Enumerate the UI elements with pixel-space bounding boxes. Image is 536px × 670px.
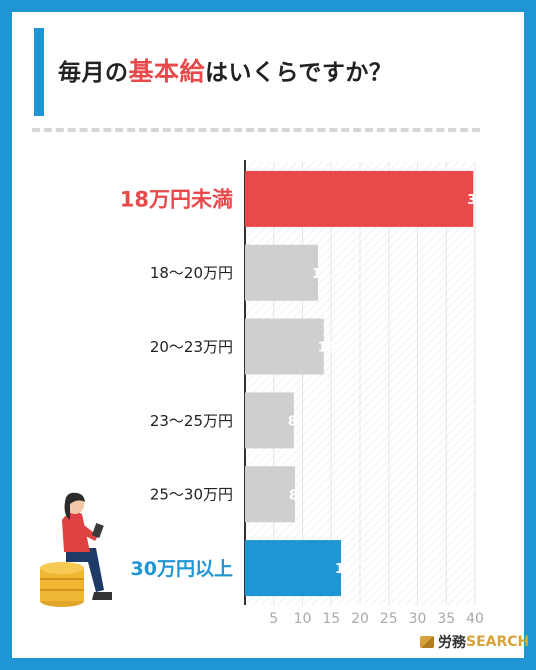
brand-logo: 労務 SEARCH xyxy=(420,632,529,652)
value-label: 16.7% xyxy=(335,562,377,577)
x-tick-label: 35 xyxy=(437,611,455,627)
logo-text-2: SEARCH xyxy=(466,634,530,650)
logo-mark-icon xyxy=(420,636,434,648)
bar xyxy=(245,244,319,301)
title-prefix: 毎月の xyxy=(58,60,129,86)
bar xyxy=(245,466,296,523)
bar xyxy=(245,540,342,597)
value-label: 39.7% xyxy=(467,193,509,208)
bar xyxy=(245,392,294,449)
x-tick-label: 15 xyxy=(322,611,340,627)
chart-x-ticks: 5 10 15 20 25 30 35 40 xyxy=(269,611,484,627)
value-label: 12.7% xyxy=(312,267,354,282)
bar xyxy=(245,318,324,375)
chart-bars: 18万円未満 39.7% 18〜20万円 12.7% 20〜23万円 13.7% 23〜25… xyxy=(120,170,509,597)
title-divider xyxy=(32,128,480,132)
category-label: 18〜20万円 xyxy=(150,264,233,282)
value-label: 8.7% xyxy=(289,488,322,503)
x-tick-label: 40 xyxy=(466,611,484,627)
value-label: 8.5% xyxy=(288,414,321,429)
category-label: 30万円以上 xyxy=(131,558,233,580)
category-label: 20〜23万円 xyxy=(150,338,233,356)
x-tick-label: 10 xyxy=(294,611,312,627)
x-tick-label: 20 xyxy=(351,611,369,627)
title-suffix: はいくらですか？ xyxy=(205,60,393,86)
bar xyxy=(245,170,474,227)
title-accent-bar xyxy=(34,28,44,116)
category-label: 25〜30万円 xyxy=(150,486,233,504)
chart-grid xyxy=(244,160,476,605)
title-highlight: 基本給 xyxy=(128,57,206,86)
page-title: 毎月の基本給はいくらですか？ xyxy=(58,52,392,88)
value-label: 13.7% xyxy=(318,341,360,356)
x-tick-label: 5 xyxy=(269,611,278,627)
woman-sitting-on-coin-stack-icon xyxy=(40,492,112,607)
category-label: 23〜25万円 xyxy=(150,412,233,430)
logo-text-1: 労務 xyxy=(438,635,466,651)
x-tick-label: 30 xyxy=(409,611,427,627)
x-tick-label: 25 xyxy=(380,611,398,627)
category-label: 18万円未満 xyxy=(120,187,233,211)
